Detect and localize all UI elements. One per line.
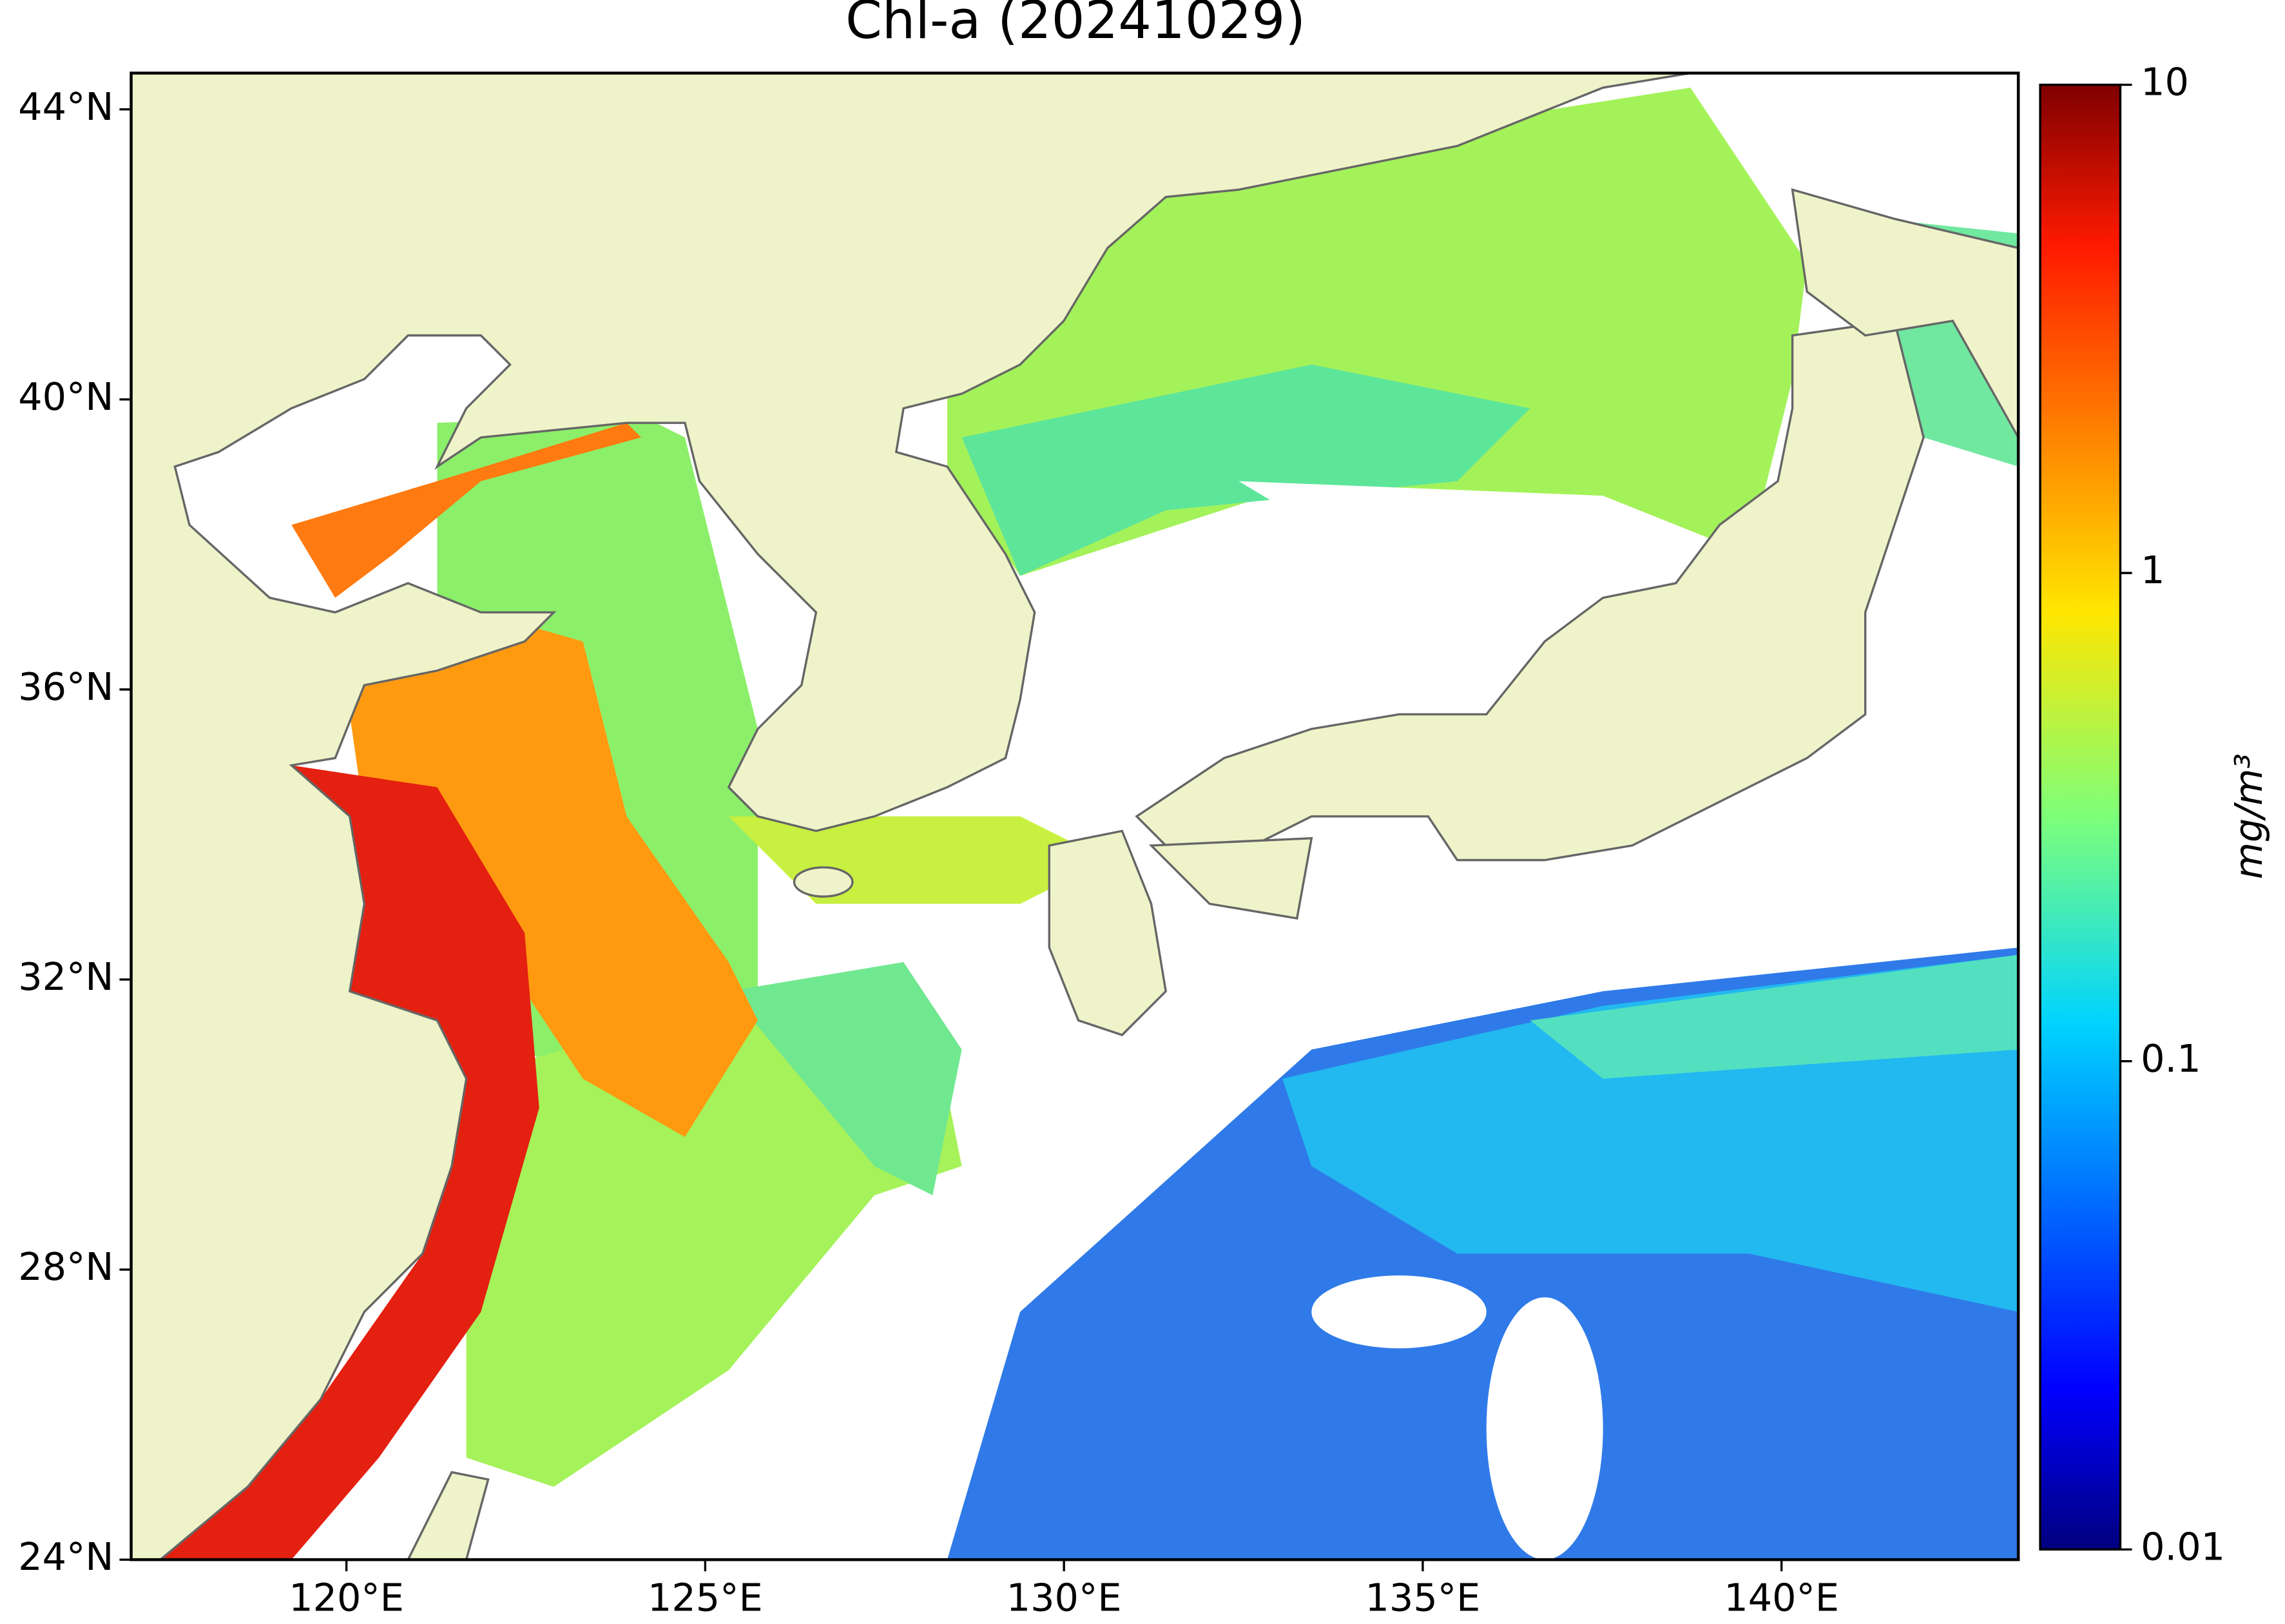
chl-coastal-red <box>160 765 539 1560</box>
land-hokkaido <box>1791 188 2019 440</box>
land-jeju <box>793 866 854 898</box>
chl-sea-of-japan <box>961 364 1530 576</box>
colorbar-tick-label: 0.01 <box>2141 1524 2225 1569</box>
x-tick-label: 120°E <box>289 1576 404 1620</box>
land-asia <box>131 73 1691 1560</box>
colorbar <box>2039 83 2122 1551</box>
cloud <box>1311 1275 1487 1349</box>
y-tick-label: 32°N <box>18 954 113 999</box>
chart-title: Chl-a (20241029) <box>845 0 1306 51</box>
y-tick-label: 28°N <box>18 1244 113 1289</box>
y-tick-label: 40°N <box>18 374 113 419</box>
x-tick-label: 135°E <box>1365 1576 1481 1620</box>
chl-bohai <box>291 423 642 598</box>
cloud <box>1486 1297 1603 1560</box>
y-tick-label: 24°N <box>18 1534 113 1579</box>
map <box>131 73 2019 1560</box>
x-tick-label: 130°E <box>1007 1576 1122 1620</box>
colorbar-label: mg/m³ <box>2226 753 2271 879</box>
land-shikoku <box>1148 836 1313 920</box>
chl-front <box>1530 954 2019 1079</box>
y-tick-label: 36°N <box>18 664 113 709</box>
land-kyushu <box>1048 829 1168 1036</box>
colorbar-tick-label: 0.1 <box>2141 1036 2201 1081</box>
x-tick-label: 125°E <box>648 1576 763 1620</box>
x-tick-label: 140°E <box>1724 1576 1839 1620</box>
chl-east-china-sea <box>728 962 962 1195</box>
land-taiwan <box>407 1471 490 1560</box>
colorbar-tick-label: 1 <box>2141 548 2164 592</box>
y-tick-label: 44°N <box>18 84 113 129</box>
chl-coastal-orange <box>335 612 758 1137</box>
cloud <box>1239 481 1749 583</box>
colorbar-tick-label: 10 <box>2141 60 2189 104</box>
map-frame <box>130 72 2020 1561</box>
